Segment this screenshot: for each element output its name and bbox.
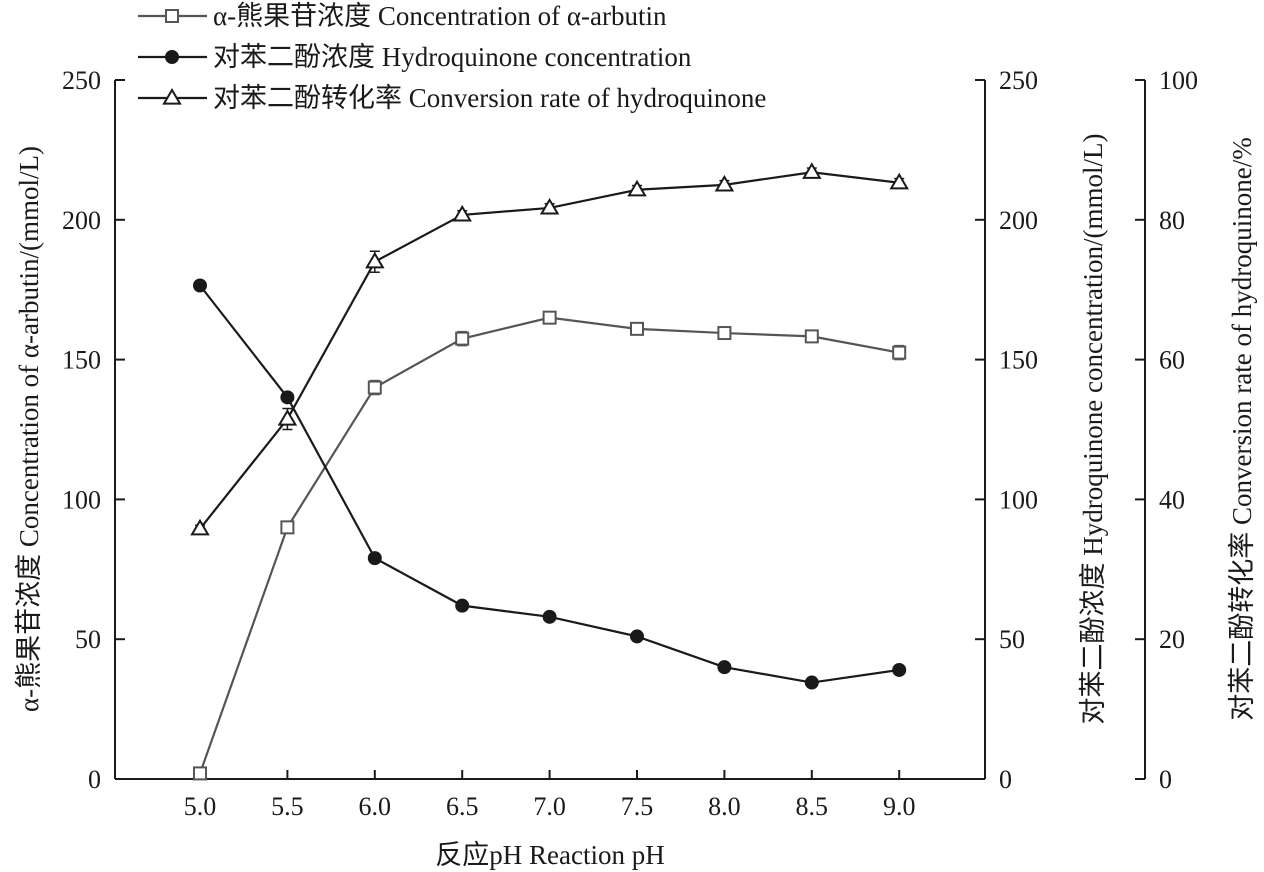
data-point (542, 310, 557, 325)
legend-marker (165, 9, 179, 23)
x-tick-label: 8.0 (708, 792, 741, 821)
data-point (804, 329, 819, 344)
data-point (277, 409, 298, 426)
y-right2-tick-label: 80 (1159, 206, 1185, 235)
data-point (280, 390, 295, 405)
legend-entry-2: 对苯二酚浓度 Hydroquinone concentration (138, 42, 692, 72)
y-right2-tick-label: 0 (1159, 765, 1172, 794)
legend-entry-1: α-熊果苷浓度 Concentration of α-arbutin (138, 1, 667, 31)
y-left-tick-label: 200 (62, 206, 101, 235)
legend-entry-3: 对苯二酚转化率 Conversion rate of hydroquinone (138, 83, 766, 113)
y-right2-tick-label: 40 (1159, 485, 1185, 514)
x-tick-label: 7.5 (621, 792, 654, 821)
y-right1-tick-label: 200 (999, 206, 1038, 235)
legend-label: α-熊果苷浓度 Concentration of α-arbutin (213, 1, 667, 31)
y-right1-tick-label: 150 (999, 346, 1038, 375)
y-left-axis-title: α-熊果苷浓度 Concentration of α-arbutin/(mmol… (14, 146, 44, 712)
data-point (802, 162, 822, 179)
x-tick-label: 7.0 (533, 792, 566, 821)
data-point (889, 172, 909, 190)
data-point (892, 345, 907, 360)
data-point (804, 675, 819, 690)
data-point (627, 179, 647, 197)
x-tick-label: 8.5 (796, 792, 829, 821)
x-tick-label: 6.5 (446, 792, 479, 821)
x-axis-title: 反应pH Reaction pH (435, 840, 664, 870)
data-point (630, 321, 644, 336)
y-right1-axis-title: 对苯二酚浓度 Hydroquinone concentration/(mmol/… (1078, 134, 1108, 725)
x-tick-label: 6.0 (359, 792, 392, 821)
data-point (367, 380, 382, 395)
y-right1-tick-label: 0 (999, 765, 1012, 794)
y-right2-axis-title: 对苯二酚转化率 Conversion rate of hydroquinone/… (1227, 137, 1257, 720)
data-point (365, 251, 385, 269)
data-point (717, 326, 732, 341)
data-point (452, 204, 472, 222)
data-point (367, 551, 382, 566)
data-point (190, 518, 210, 536)
y-left-tick-label: 250 (62, 66, 101, 95)
y-right1-tick-label: 100 (999, 485, 1038, 514)
legend-label: 对苯二酚转化率 Conversion rate of hydroquinone (213, 83, 766, 113)
y-right2-tick-label: 100 (1159, 66, 1198, 95)
legend-marker (162, 88, 182, 105)
data-point (280, 520, 295, 535)
x-tick-label: 5.5 (271, 792, 304, 821)
data-point (542, 609, 557, 624)
data-point (717, 660, 732, 675)
legend: α-熊果苷浓度 Concentration of α-arbutin 对苯二酚浓度… (138, 1, 766, 113)
y-left-tick-label: 150 (62, 346, 101, 375)
data-point (714, 174, 735, 192)
data-point (630, 629, 644, 644)
y-right2-tick-label: 60 (1159, 346, 1185, 375)
data-point (539, 197, 560, 215)
data-point (193, 278, 207, 293)
axes: 0 50 100 150 200 250 0 50 100 150 200 250 0 20 40 60 80 1… (14, 66, 1257, 870)
series-line (199, 171, 900, 530)
y-right1-tick-label: 50 (999, 625, 1025, 654)
data-point (892, 662, 907, 677)
legend-label: 对苯二酚浓度 Hydroquinone concentration (213, 42, 692, 72)
y-right2-tick-label: 20 (1159, 625, 1185, 654)
series-1 (193, 310, 907, 781)
data-point (193, 766, 207, 781)
data-point (455, 331, 470, 346)
y-right1-tick-label: 250 (999, 66, 1038, 95)
data-point (455, 598, 470, 613)
x-tick-label: 5.0 (184, 792, 217, 821)
y-left-tick-label: 100 (62, 485, 101, 514)
series-layer (190, 162, 909, 781)
legend-marker (165, 50, 179, 64)
y-left-tick-label: 50 (75, 625, 101, 654)
series-3 (190, 162, 909, 536)
y-left-tick-label: 0 (88, 765, 101, 794)
series-2 (193, 278, 907, 690)
x-tick-label: 9.0 (883, 792, 916, 821)
